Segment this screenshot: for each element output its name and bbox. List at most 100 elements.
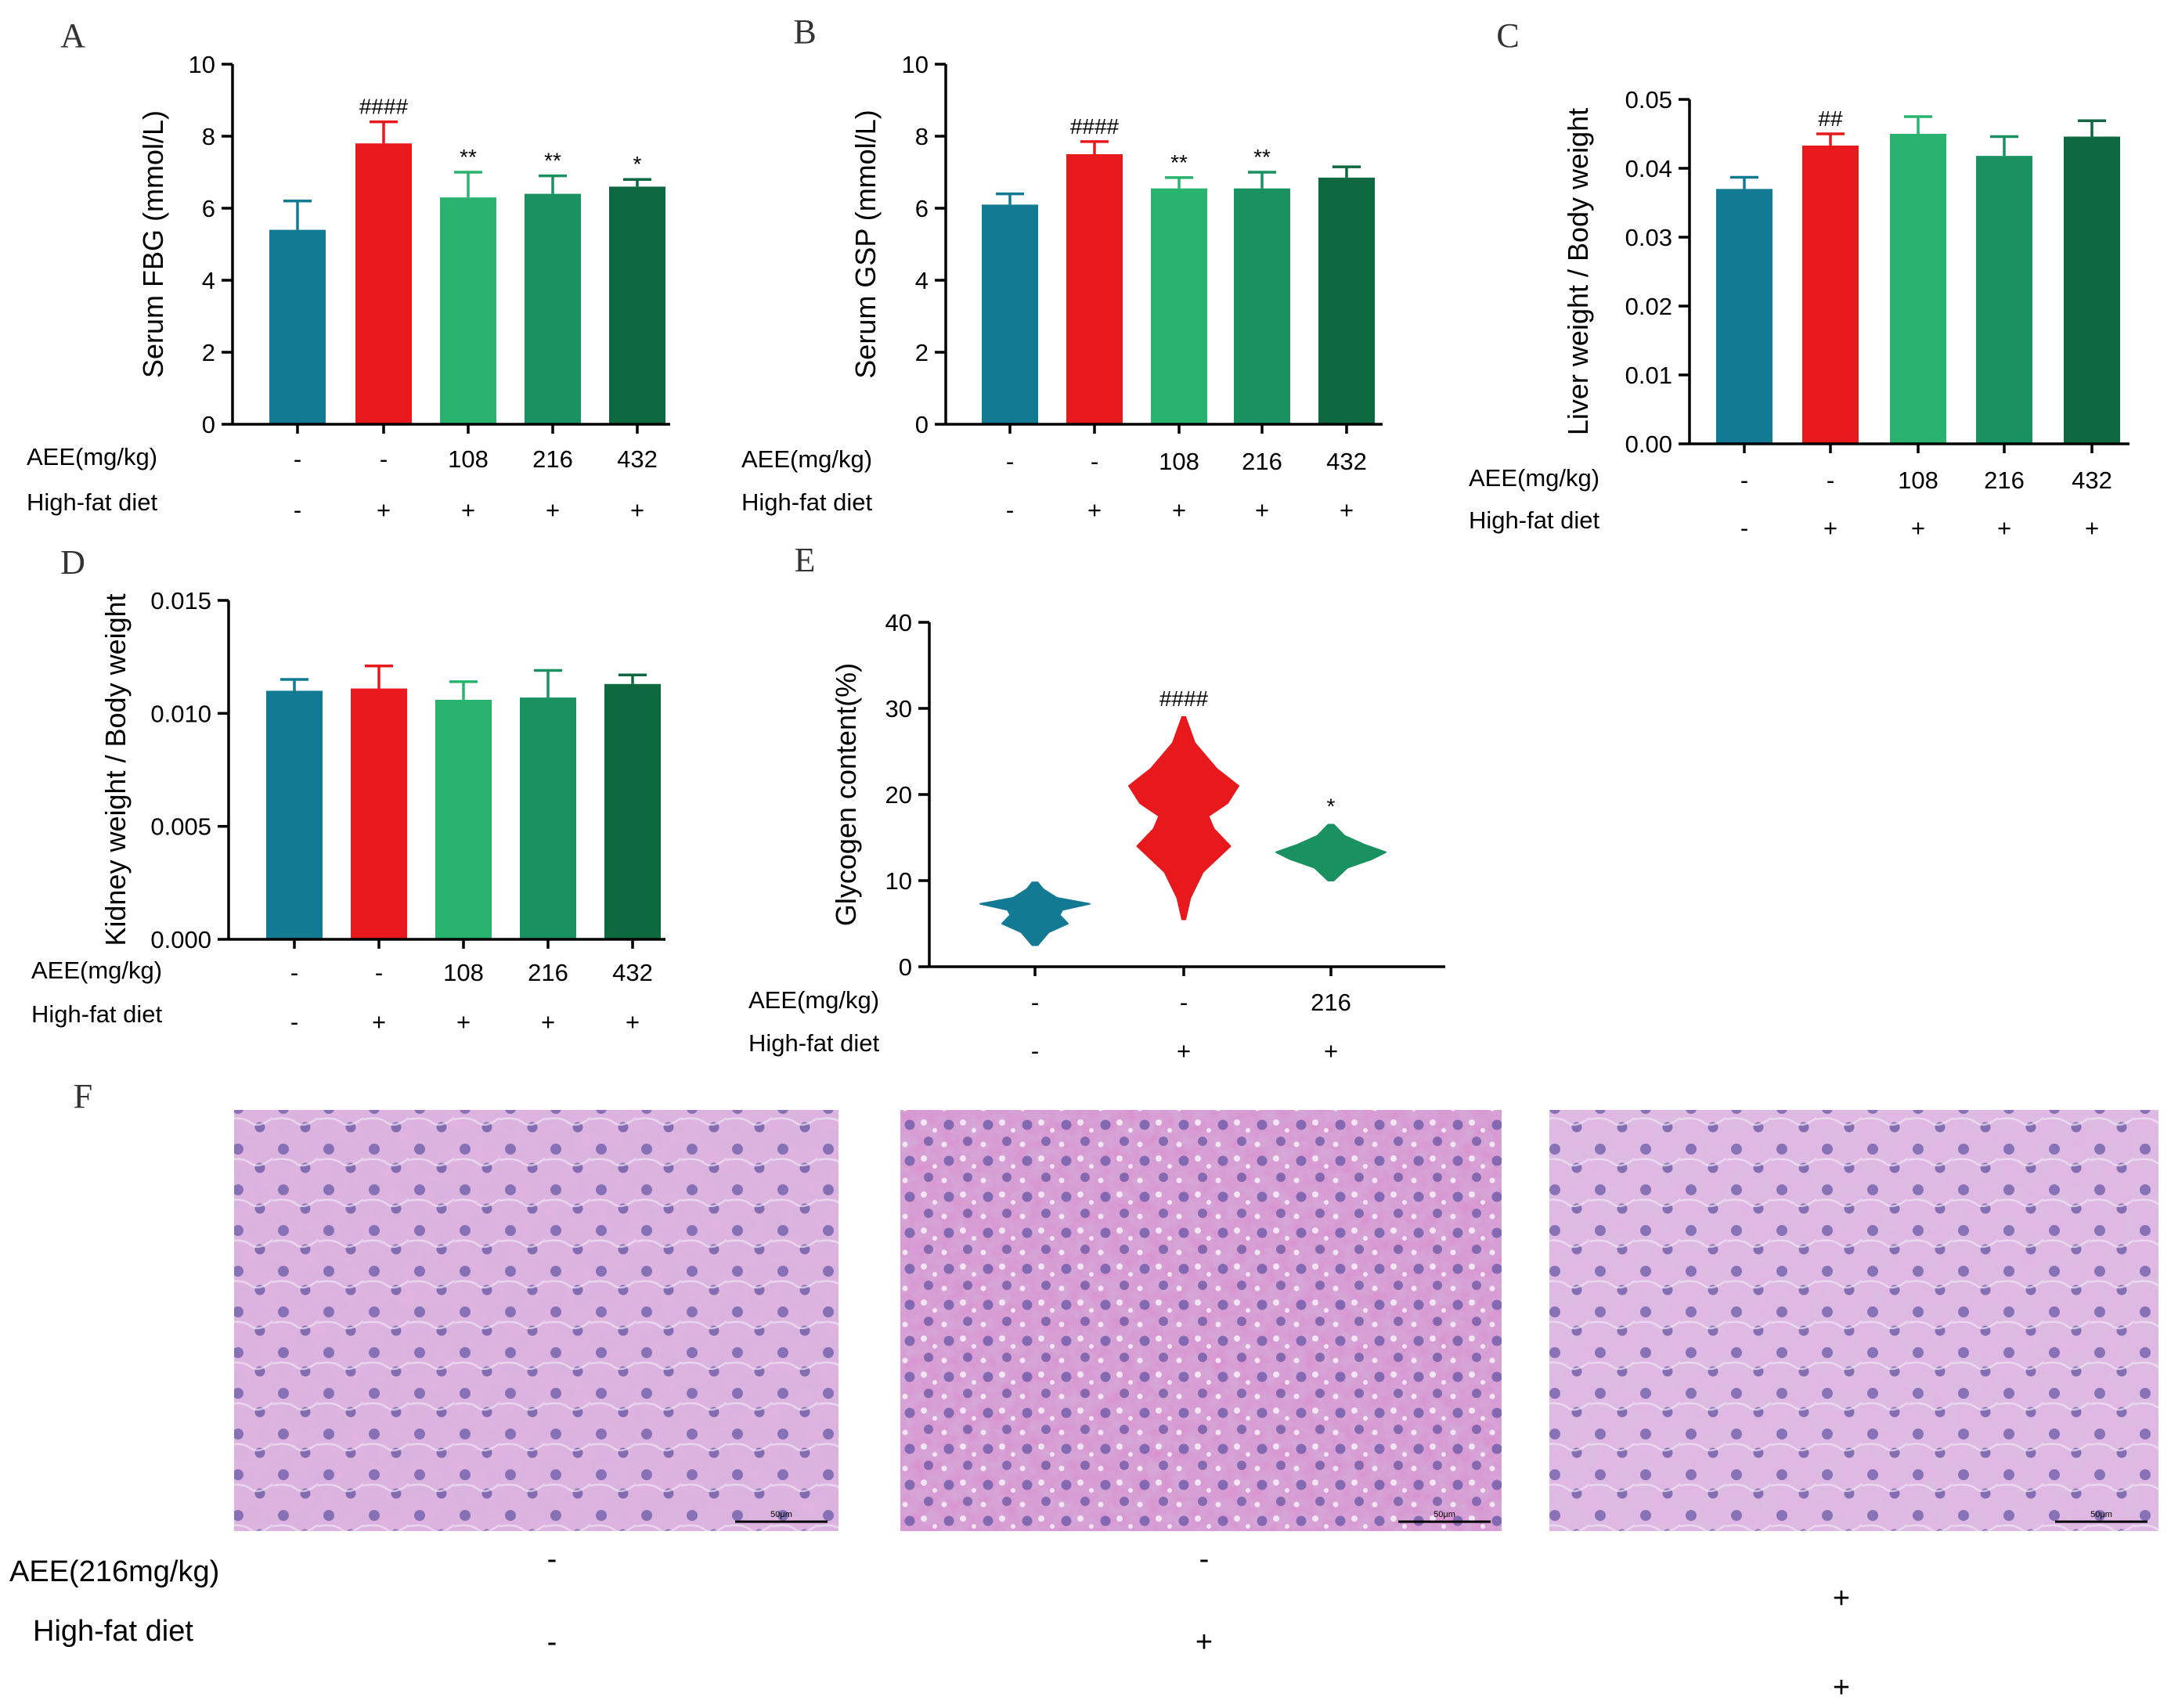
y-tick-label: 0.00: [1625, 431, 1672, 458]
hfd-label: -: [1031, 1037, 1039, 1065]
y-tick-label: 6: [202, 195, 215, 222]
significance-label: **: [1253, 145, 1271, 169]
bar: [1890, 134, 1946, 444]
chart-panel-C: ## 0.00 0.01 0.02 0.03 0.04 0.05 Liver weight /…: [1469, 16, 2130, 542]
aee-dose-label: 432: [612, 959, 653, 986]
violin: [1275, 823, 1387, 881]
y-axis-label: Kidney weight / Body weight: [99, 593, 132, 946]
y-axis-label: Serum GSP (mmol/L): [849, 110, 882, 378]
aee-dose-label: 108: [1159, 448, 1199, 475]
bar: [1151, 188, 1207, 424]
y-axis-label: Serum FBG (mmol/L): [137, 110, 169, 378]
hfd-label: -: [1740, 514, 1748, 542]
row-label-aee: AEE(mg/kg): [27, 443, 157, 470]
row-label-hfd: High-fat diet: [741, 488, 873, 516]
histology-image: 50μm: [900, 1110, 1502, 1531]
bar: [1234, 188, 1290, 424]
row-label-aee: AEE(216mg/kg): [9, 1555, 219, 1588]
bar: [266, 690, 323, 939]
significance-label: ####: [1159, 686, 1209, 711]
bar: [1318, 177, 1375, 424]
y-tick-label: 6: [915, 195, 929, 222]
aee-dose-label: -: [1006, 448, 1014, 475]
hfd-label: +: [1195, 1626, 1213, 1659]
panel-F: F 50μm 50μm 50μm AEE(216mg/kg) High-fat diet -…: [9, 1077, 2158, 1704]
y-tick-label: 0.010: [150, 700, 211, 727]
bar: [520, 697, 576, 939]
bar: [604, 683, 661, 939]
aee-dose-label: 216: [1242, 448, 1282, 475]
bar: [525, 193, 581, 424]
y-tick-label: 0: [202, 411, 215, 438]
violin: [1128, 716, 1239, 921]
hfd-label: -: [294, 496, 301, 524]
aee-dose-label: -: [1031, 989, 1039, 1016]
aee-dose-label: 432: [2072, 467, 2112, 494]
y-tick-label: 0.015: [150, 587, 211, 614]
y-tick-label: 30: [885, 695, 912, 722]
bar: [435, 700, 492, 939]
y-tick-label: 10: [189, 51, 215, 78]
panel-label: C: [1496, 16, 1519, 55]
hfd-label: +: [1324, 1037, 1338, 1065]
scale-bar-label: 50μm: [770, 1510, 792, 1519]
aee-label: -: [1199, 1543, 1210, 1576]
aee-dose-label: 432: [1326, 448, 1367, 475]
scale-bar-label: 50μm: [2090, 1510, 2112, 1519]
row-label-aee: AEE(mg/kg): [741, 445, 872, 473]
cell-nuclei: [1549, 1110, 2158, 1531]
aee-dose-label: 108: [448, 445, 489, 473]
bar: [1802, 145, 1859, 444]
aee-label: +: [1833, 1582, 1850, 1615]
aee-dose-label: 216: [1984, 467, 2025, 494]
y-tick-label: 8: [915, 123, 929, 150]
bar: [1066, 154, 1123, 424]
panel-label: A: [60, 16, 85, 55]
aee-dose-label: 432: [617, 445, 658, 473]
aee-dose-label: 216: [528, 959, 568, 986]
aee-dose-label: -: [1180, 989, 1188, 1016]
y-tick-label: 0.02: [1625, 293, 1672, 320]
y-tick-label: 40: [885, 609, 912, 636]
aee-dose-label: -: [1740, 467, 1748, 494]
chart-panel-B: #### ** ** 0 2 4 6 8 10 Serum GSP (mmol/L) B AEE(mg…: [741, 13, 1383, 524]
hfd-label: +: [1255, 496, 1269, 524]
aee-dose-label: -: [380, 445, 388, 473]
hfd-label: +: [1823, 514, 1837, 542]
scale-bar-label: 50μm: [1434, 1510, 1455, 1519]
hfd-label: +: [456, 1008, 471, 1036]
hfd-label: +: [1087, 496, 1102, 524]
chart-panel-D: 0.000 0.005 0.010 0.015 Kidney weight / Body…: [31, 543, 665, 1036]
aee-dose-label: 108: [443, 959, 484, 986]
bar: [351, 688, 407, 939]
histology-image: 50μm: [1549, 1110, 2158, 1531]
panel-label: F: [74, 1077, 92, 1115]
hfd-label: +: [2085, 514, 2099, 542]
histology-image: 50μm: [234, 1110, 838, 1531]
y-axis-label: Liver weight / Body weight: [1562, 108, 1594, 435]
hfd-label: +: [1833, 1671, 1850, 1704]
bar: [1716, 189, 1773, 444]
aee-label: -: [547, 1543, 557, 1576]
aee-dose-label: -: [1827, 467, 1834, 494]
violin: [979, 881, 1091, 946]
y-tick-label: 20: [885, 781, 912, 809]
hfd-label: +: [377, 496, 391, 524]
y-tick-label: 4: [202, 267, 215, 294]
significance-label: **: [544, 149, 561, 173]
row-label-hfd: High-fat diet: [748, 1029, 880, 1057]
hfd-label: -: [547, 1626, 557, 1659]
y-tick-label: 2: [202, 339, 215, 366]
row-label-aee: AEE(mg/kg): [748, 986, 879, 1014]
significance-label: *: [633, 152, 642, 176]
panel-label: D: [60, 543, 85, 582]
aee-dose-label: -: [375, 959, 383, 986]
y-tick-label: 8: [202, 123, 215, 150]
hfd-label: +: [1177, 1037, 1191, 1065]
significance-label: ####: [359, 95, 409, 119]
bar: [1976, 156, 2032, 444]
y-tick-label: 0: [899, 953, 912, 981]
aee-dose-label: -: [1091, 448, 1098, 475]
chart-panel-E: #### * 0 10 20 30 40 Glycogen content(%) E AEE(mg…: [748, 541, 1445, 1065]
